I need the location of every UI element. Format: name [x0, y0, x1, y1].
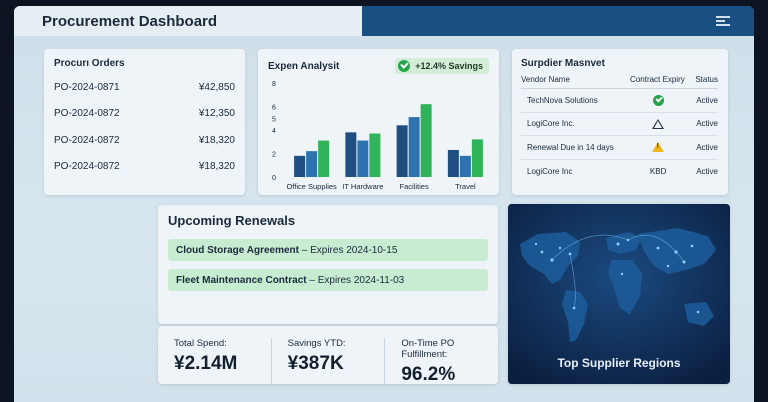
y-tick-label: 4 — [272, 128, 276, 135]
vendor-status: Active — [696, 119, 718, 129]
order-id: PO-2024-0871 — [54, 81, 120, 93]
order-amount: ¥18,320 — [198, 161, 235, 173]
order-id: PO-2024-0872 — [54, 108, 120, 120]
order-amount: ¥42,850 — [198, 81, 235, 93]
kpi-label: Savings YTD: — [287, 338, 346, 349]
x-tick-label: Travel — [455, 182, 476, 191]
kpi-label: On-Time PO Fulfillment: — [401, 338, 455, 360]
order-id: PO-2024-0872 — [54, 161, 120, 173]
supplier-management-card: Surpdier Masnvet Vendor Name Contract Ex… — [512, 49, 728, 195]
y-tick-label: 8 — [272, 81, 276, 88]
kpi-label: Total Spend: — [174, 338, 227, 349]
chart-bar[interactable] — [420, 104, 432, 177]
order-row[interactable]: PO-2024-0872 ¥18,320 — [54, 154, 235, 181]
menu-icon[interactable] — [716, 16, 730, 26]
top-bar: Procurement Dashboard — [14, 6, 754, 36]
supplier-regions-map[interactable]: Top Supplier Regions — [508, 204, 730, 384]
procurement-orders-card: Procurı Orders PO-2024-0871 ¥42,850 PO-2… — [44, 49, 245, 195]
chart-bar[interactable] — [459, 155, 471, 177]
table-row[interactable]: LogiCore Inc KBD Active — [521, 160, 718, 184]
chart-bar[interactable] — [408, 117, 420, 177]
order-id: PO-2024-0872 — [54, 134, 120, 146]
renewal-name: Fleet Maintenance Contract — [176, 274, 307, 286]
check-circle-icon — [398, 60, 411, 72]
warning-icon — [652, 142, 665, 153]
chart-bar[interactable] — [294, 155, 306, 177]
order-amount: ¥12,350 — [198, 108, 235, 120]
chart-bar[interactable] — [471, 139, 483, 177]
x-tick-label: Office Supplies — [286, 182, 337, 191]
expense-title: Expen Analysit — [268, 60, 340, 72]
savings-badge-label: +12.4% Savings — [415, 61, 483, 71]
kpi-summary-card: Total Spend: ¥2.14M Savings YTD: ¥387K O… — [158, 326, 498, 385]
orders-list: PO-2024-0871 ¥42,850 PO-2024-0872 ¥12,35… — [54, 74, 235, 180]
table-row[interactable]: LogiCore Inc. Active — [521, 113, 718, 136]
y-tick-label: 5 — [272, 116, 276, 123]
chart-bar[interactable] — [306, 151, 318, 177]
renewal-item[interactable]: Cloud Storage Agreement – Expires 2024-1… — [168, 239, 488, 261]
vendor-name: LogiCore Inc — [527, 166, 573, 176]
vendor-name: Renewal Due in 14 days — [527, 142, 614, 152]
kpi-value: ¥2.14M — [174, 353, 238, 374]
chart-bar[interactable] — [345, 132, 357, 177]
vendor-status: Active — [696, 95, 718, 105]
supplier-title: Surpdier Masnvet — [521, 58, 605, 69]
order-row[interactable]: PO-2024-0871 ¥42,850 — [54, 74, 235, 101]
chart-bar[interactable] — [318, 140, 330, 177]
y-tick-label: 6 — [272, 105, 276, 112]
order-row[interactable]: PO-2024-0872 ¥12,350 — [54, 101, 235, 128]
x-tick-label: IT Hardware — [342, 182, 383, 191]
order-amount: ¥18,320 — [198, 134, 235, 146]
supplier-table-header: Vendor Name Contract Expiry Status — [521, 75, 718, 89]
map-title: Top Supplier Regions — [557, 356, 681, 370]
kpi-value: ¥387K — [287, 353, 344, 374]
x-tick-label: Facilities — [400, 182, 429, 191]
header-vendor: Vendor Name — [521, 75, 570, 84]
savings-badge: +12.4% Savings — [395, 58, 489, 74]
vendor-status: Active — [696, 166, 718, 176]
header-status: Status — [695, 75, 718, 84]
chart-bar[interactable] — [447, 149, 459, 177]
expense-bar-chart: 0 2 4 5 6 8 Office Supplies IT Hardware Faciliti… — [272, 81, 483, 191]
upcoming-renewals-card: Upcoming Renewals Cloud Storage Agreemen… — [158, 205, 498, 324]
kpi-on-time-fulfillment: On-Time PO Fulfillment: 96.2% — [384, 338, 498, 385]
renewal-expiry: – Expires 2024-11-03 — [306, 274, 405, 286]
dashboard-screen: Procurement Dashboard Procurı Orders PO-… — [14, 6, 754, 402]
y-tick-label: 0 — [272, 175, 276, 182]
orders-title: Procurı Orders — [54, 58, 125, 69]
table-row[interactable]: Renewal Due in 14 days Active — [521, 136, 718, 160]
top-bar-actions — [362, 6, 754, 36]
expense-header: Expen Analysit +12.4% Savings — [268, 58, 489, 74]
warning-outline-icon — [652, 118, 665, 129]
vendor-name: TechNova Solutions — [527, 95, 598, 105]
chart-bar[interactable] — [369, 133, 381, 177]
world-map-graphic — [508, 204, 730, 384]
chart-bar[interactable] — [357, 140, 369, 177]
kpi-savings-ytd: Savings YTD: ¥387K — [270, 338, 385, 384]
renewal-item[interactable]: Fleet Maintenance Contract – Expires 202… — [168, 269, 488, 291]
expiry-text: KBD — [649, 166, 667, 176]
order-row[interactable]: PO-2024-0872 ¥18,320 — [54, 127, 235, 154]
table-row[interactable]: TechNova Solutions Active — [521, 89, 718, 113]
header-expiry: Contract Expiry — [630, 75, 685, 84]
kpi-value: 96.2% — [401, 364, 456, 385]
renewal-expiry: – Expires 2024-10-15 — [298, 244, 398, 256]
vendor-status: Active — [696, 142, 718, 152]
page-title: Procurement Dashboard — [14, 6, 362, 36]
vendor-name: LogiCore Inc. — [527, 119, 575, 129]
y-tick-label: 2 — [272, 152, 276, 159]
renewals-title: Upcoming Renewals — [168, 213, 296, 228]
expense-analysis-card: Expen Analysit +12.4% Savings 0 2 4 5 6 8 Offi… — [258, 49, 499, 195]
kpi-total-spend: Total Spend: ¥2.14M — [174, 338, 271, 384]
check-circle-icon — [652, 94, 664, 106]
chart-bar[interactable] — [396, 125, 408, 177]
renewal-name: Cloud Storage Agreement — [176, 244, 299, 256]
